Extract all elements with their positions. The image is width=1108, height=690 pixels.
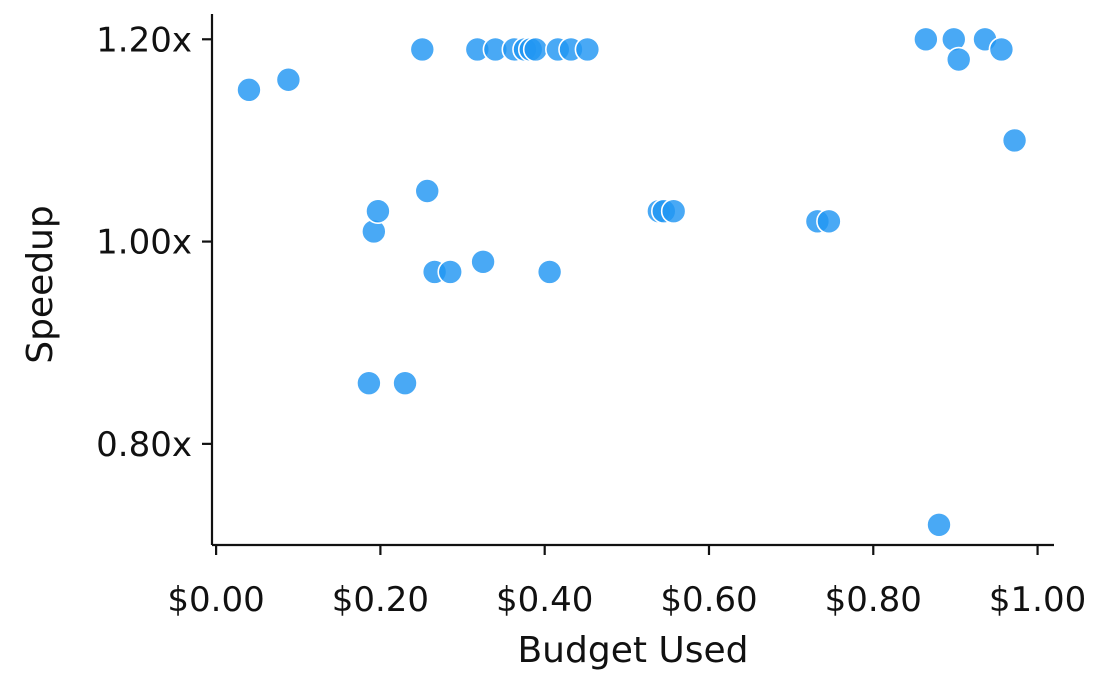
- data-point: [409, 36, 436, 63]
- x-axis-label: Budget Used: [517, 630, 748, 671]
- data-point: [470, 248, 496, 275]
- data-point: [945, 46, 972, 73]
- x-tick-label: $0.00: [167, 580, 264, 620]
- x-tick-label: $0.40: [496, 580, 593, 620]
- data-point: [988, 36, 1015, 63]
- data-point: [536, 259, 563, 285]
- data-point: [522, 36, 549, 63]
- data-point: [913, 26, 939, 53]
- y-ticks: 0.80x 1.00x 1.20x: [96, 20, 212, 465]
- x-tick-label: $1.00: [989, 580, 1086, 620]
- data-point: [392, 370, 418, 396]
- data-point: [275, 66, 302, 93]
- x-tick-label: $0.60: [660, 580, 757, 620]
- data-point: [816, 208, 842, 235]
- data-point: [926, 511, 952, 538]
- data-point: [660, 198, 687, 225]
- axes-layer: $0.00 $0.20 $0.40 $0.60 $0.80 $1.00 0.80x 1.00…: [96, 14, 1086, 620]
- x-ticks: $0.00 $0.20 $0.40 $0.60 $0.80 $1.00: [167, 545, 1086, 620]
- data-point: [437, 259, 464, 285]
- data-point: [414, 178, 441, 204]
- data-point: [574, 36, 601, 63]
- x-tick-label: $0.80: [825, 580, 922, 620]
- data-point: [356, 370, 382, 396]
- points-layer: [236, 26, 1028, 538]
- data-point: [1001, 127, 1028, 154]
- y-tick-label: 0.80x: [96, 425, 192, 465]
- y-axis-label: Speedup: [20, 205, 61, 364]
- y-tick-label: 1.00x: [96, 223, 192, 263]
- data-point: [365, 198, 391, 225]
- y-tick-label: 1.20x: [96, 20, 192, 60]
- data-point: [236, 77, 262, 103]
- x-tick-label: $0.20: [332, 580, 429, 620]
